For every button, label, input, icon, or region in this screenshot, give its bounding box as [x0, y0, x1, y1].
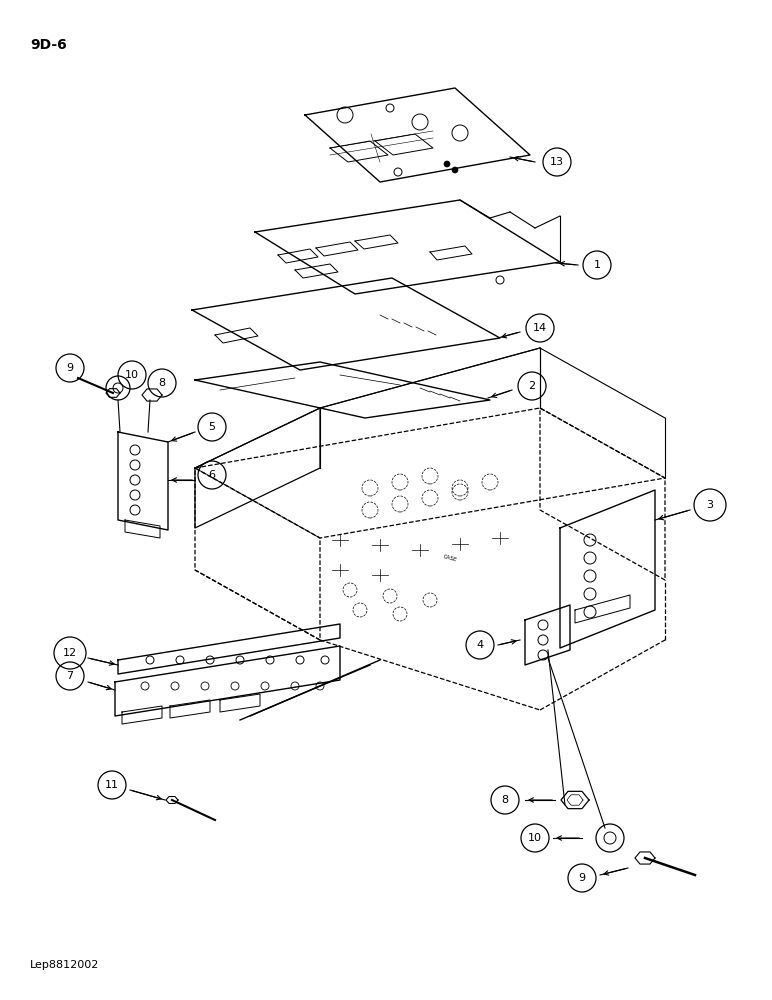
Text: 4: 4 — [476, 640, 483, 650]
Text: 9: 9 — [66, 363, 73, 373]
Text: 9: 9 — [578, 873, 586, 883]
Text: 14: 14 — [533, 323, 547, 333]
Text: 10: 10 — [528, 833, 542, 843]
Text: 2: 2 — [529, 381, 536, 391]
Text: 11: 11 — [105, 780, 119, 790]
Text: 7: 7 — [66, 671, 73, 681]
Text: 1: 1 — [594, 260, 601, 270]
Text: 8: 8 — [158, 378, 165, 388]
Text: 3: 3 — [706, 500, 713, 510]
Text: 12: 12 — [63, 648, 77, 658]
Text: 10: 10 — [125, 370, 139, 380]
Text: 5: 5 — [208, 422, 215, 432]
Circle shape — [452, 167, 458, 173]
Circle shape — [444, 161, 450, 167]
Text: 13: 13 — [550, 157, 564, 167]
Text: 8: 8 — [502, 795, 509, 805]
Text: CASE: CASE — [442, 554, 458, 562]
Text: Lep8812002: Lep8812002 — [30, 960, 100, 970]
Text: 9D-6: 9D-6 — [30, 38, 66, 52]
Text: 6: 6 — [208, 470, 215, 480]
